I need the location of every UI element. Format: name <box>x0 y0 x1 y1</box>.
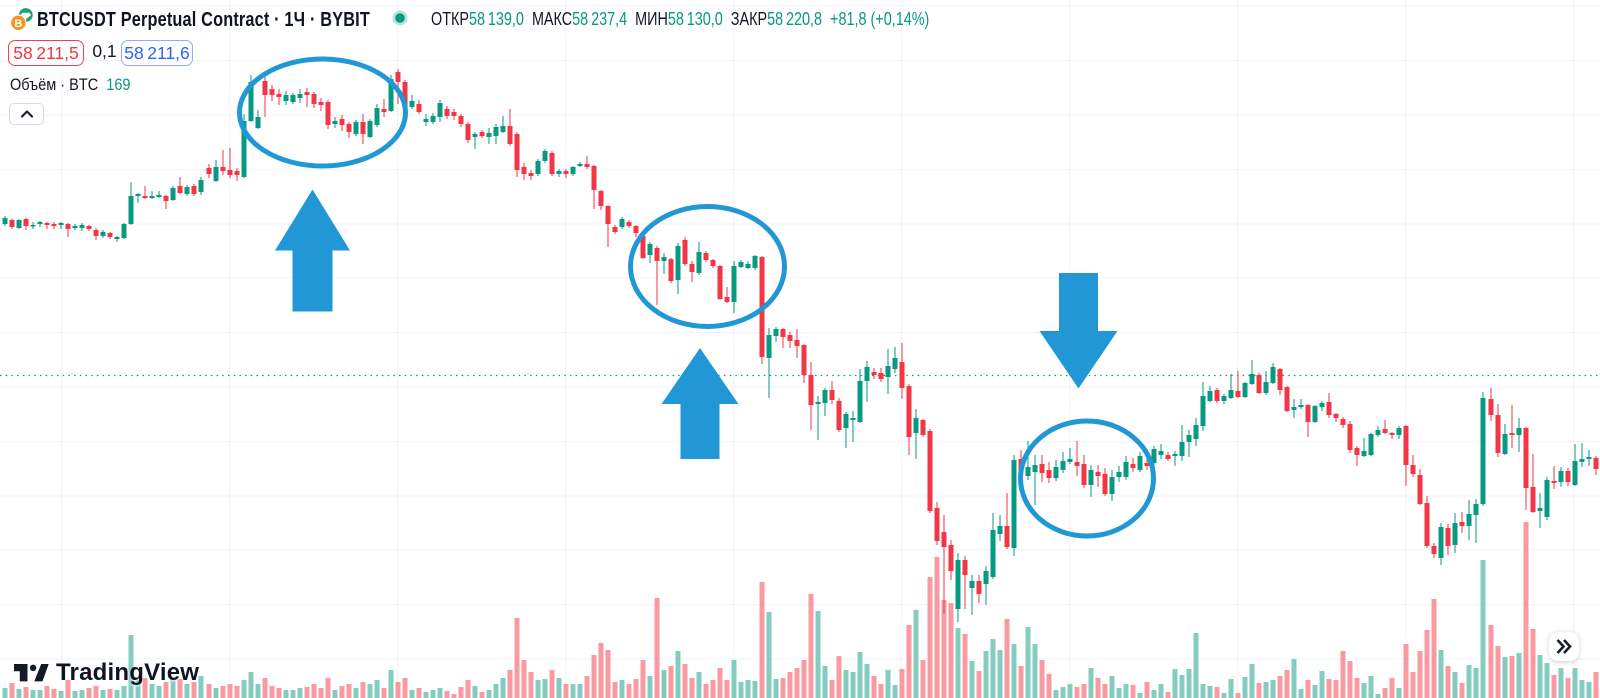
svg-text:B: B <box>14 18 22 30</box>
